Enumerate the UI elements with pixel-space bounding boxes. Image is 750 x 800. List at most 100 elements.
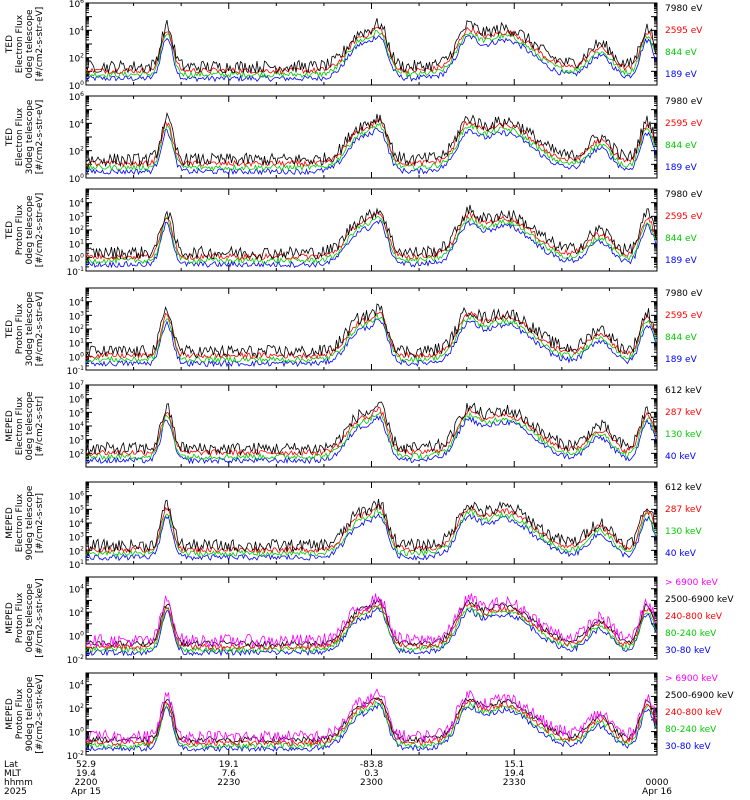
legend-entry: 189 eV (665, 355, 698, 365)
panel-frame (85, 481, 658, 565)
legend-entry: 189 eV (665, 256, 698, 266)
legend-entry: 2595 eV (665, 311, 703, 321)
series-trace-844-ev (85, 29, 657, 79)
y-tick-label: 100 (69, 727, 84, 739)
series-trace-7980-ev (85, 303, 657, 360)
legend-entry: 7980 eV (665, 289, 703, 299)
y-tick-label: 104 (69, 118, 84, 130)
svg-text:10-1: 10-1 (67, 365, 85, 377)
legend-entry: 612 keV (665, 483, 702, 493)
svg-text:102: 102 (69, 545, 84, 557)
legend-entry: 40 keV (665, 549, 697, 559)
x-axis-tick-value: 2300 (360, 778, 383, 788)
y-axis-label-line: TED (5, 35, 15, 54)
series-trace-130-kev (85, 411, 657, 461)
svg-text:103: 103 (69, 435, 84, 447)
y-axis-label-line: [#/cm2-s-str] (35, 396, 45, 456)
svg-text:102: 102 (69, 324, 84, 336)
legend-entry: 80-240 keV (665, 725, 717, 735)
legend-entry: 130 keV (665, 527, 702, 537)
y-tick-label: 106 (69, 91, 84, 103)
svg-text:10-2: 10-2 (67, 654, 85, 666)
legend-entry: 7980 eV (665, 97, 703, 107)
y-tick-label: 10-2 (67, 654, 85, 666)
legend-entry: 189 eV (665, 163, 698, 173)
legend-entry: 7980 eV (665, 190, 703, 200)
y-axis-label-line: 0deg telescope (25, 583, 35, 653)
x-axis-tick-value: 15.1 (504, 760, 524, 770)
y-axis-label-line: Electron Flux (15, 107, 25, 166)
svg-text:102: 102 (69, 146, 84, 158)
svg-text:102: 102 (69, 703, 84, 715)
y-axis-label-line: MEPED (5, 698, 15, 730)
y-tick-label: 102 (69, 607, 84, 619)
svg-text:100: 100 (69, 631, 84, 643)
legend-entry: 240-800 keV (665, 612, 723, 622)
series-trace-189-ev (85, 127, 657, 176)
x-axis-tick-value: 2230 (217, 778, 240, 788)
svg-text:105: 105 (69, 407, 84, 419)
y-axis-label-line: 0deg telescope (25, 391, 35, 461)
legend-entry: 287 keV (665, 408, 702, 418)
series-trace-189-ev (85, 35, 657, 83)
series-trace-2595-ev (85, 310, 657, 360)
x-axis-row-label: Lat (4, 760, 19, 770)
x-axis-tick-value: Apr 15 (71, 787, 101, 797)
y-axis-label-line: Proton Flux (15, 592, 25, 643)
legend-entry: > 6900 keV (665, 674, 719, 684)
svg-text:100: 100 (69, 351, 84, 363)
y-axis-label-line: Electron Flux (15, 493, 25, 552)
y-tick-label: 102 (69, 448, 84, 460)
y-tick-label: 102 (69, 146, 84, 158)
y-axis-label-line: TED (5, 128, 15, 147)
y-axis-label-line: MEPED (5, 602, 15, 634)
y-axis-label-line: TED (5, 320, 15, 339)
legend-entry: 30-80 keV (665, 742, 711, 752)
y-axis-label-line: [#/cm2-s-str] (35, 493, 45, 553)
y-tick-label: 105 (69, 407, 84, 419)
x-axis-tick-value: 19.4 (76, 769, 96, 779)
y-tick-label: 106 (69, 0, 84, 10)
x-axis-tick-value: 2330 (503, 778, 526, 788)
y-axis-label-line: Proton Flux (15, 303, 25, 354)
y-axis-label-line: 30deg telescope (25, 99, 35, 174)
y-axis-label-line: [#/cm2-s-str-eV] (35, 7, 45, 82)
series-trace--6900-kev (85, 593, 657, 649)
y-tick-label: 102 (69, 545, 84, 557)
series-trace-7980-ev (85, 18, 657, 75)
x-axis-tick-value: 19.1 (219, 760, 239, 770)
svg-text:106: 106 (69, 91, 84, 103)
series-trace-844-ev (85, 215, 657, 265)
y-tick-label: 102 (69, 53, 84, 65)
y-tick-label: 106 (69, 394, 84, 406)
legend-entry: 2500-6900 keV (665, 691, 734, 701)
series-trace-40-kev (85, 415, 657, 465)
x-axis-row-label: MLT (4, 769, 22, 779)
svg-text:101: 101 (69, 338, 84, 350)
x-axis-row-label: 2025 (4, 787, 27, 797)
legend-entry: 189 eV (665, 70, 698, 80)
series-trace-7980-ev (85, 204, 657, 261)
x-axis-tick-value: 0000 (646, 778, 669, 788)
x-axis-row-label: hhmm (4, 778, 33, 788)
y-axis-label-line: [#/cm2-s-str-eV] (35, 100, 45, 175)
svg-text:104: 104 (69, 118, 84, 130)
series-trace-30-80-kev (85, 607, 657, 657)
series-trace--6900-kev (85, 688, 657, 744)
y-tick-label: 10-1 (67, 266, 85, 278)
svg-text:101: 101 (69, 559, 84, 571)
x-axis-tick-value: 52.9 (76, 760, 96, 770)
y-tick-label: 101 (69, 239, 84, 251)
svg-text:102: 102 (69, 225, 84, 237)
y-axis-label-line: 0deg telescope (25, 195, 35, 265)
series-trace-612-kev (85, 498, 657, 554)
legend-entry: 2595 eV (665, 119, 703, 129)
legend-entry: 130 keV (665, 430, 702, 440)
y-tick-label: 100 (69, 252, 84, 264)
legend-entry: 80-240 keV (665, 629, 717, 639)
svg-text:104: 104 (69, 518, 84, 530)
